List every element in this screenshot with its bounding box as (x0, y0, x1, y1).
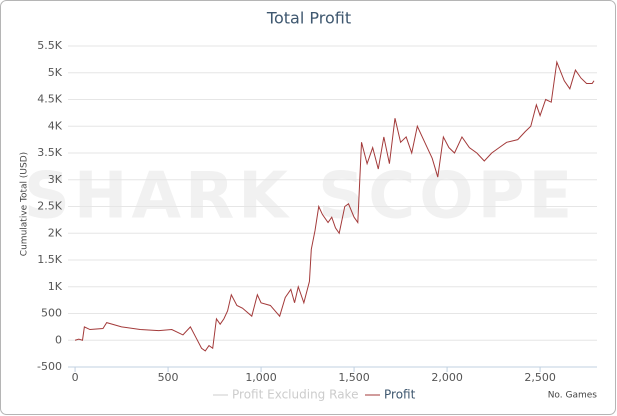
x-tick-label: 2,500 (524, 371, 556, 384)
y-tick-label: 500 (41, 307, 62, 320)
x-tick-label: 1,000 (245, 371, 277, 384)
profit-line (74, 60, 595, 352)
y-tick-label: 5.5K (37, 39, 62, 52)
x-tick-label: 1,500 (338, 371, 370, 384)
y-tick-label: 3K (48, 173, 63, 186)
legend-label[interactable]: Profit (384, 388, 416, 402)
y-tick-label: 5K (48, 66, 63, 79)
y-tick-label: 1K (48, 280, 63, 293)
chart-title: Total Profit (266, 9, 351, 28)
y-tick-label: 0 (55, 333, 62, 346)
y-tick-label: 3.5K (37, 146, 62, 159)
y-axis-title: Cumulative Total (USD) (20, 152, 30, 256)
y-tick-label: -500 (37, 360, 62, 373)
legend-label[interactable]: Profit Excluding Rake (232, 388, 358, 402)
y-tick-label: 4K (48, 119, 63, 132)
x-axis-title: No. Games (548, 391, 598, 401)
x-tick-label: 2,000 (431, 371, 463, 384)
y-tick-label: 1.5K (37, 253, 62, 266)
x-tick-label: 500 (158, 371, 179, 384)
watermark: SHARK SCOPE (24, 160, 576, 234)
y-tick-label: 2K (48, 226, 63, 239)
y-tick-label: 4.5K (37, 93, 62, 106)
x-tick-label: 0 (72, 371, 79, 384)
y-tick-label: 2.5K (37, 200, 62, 213)
